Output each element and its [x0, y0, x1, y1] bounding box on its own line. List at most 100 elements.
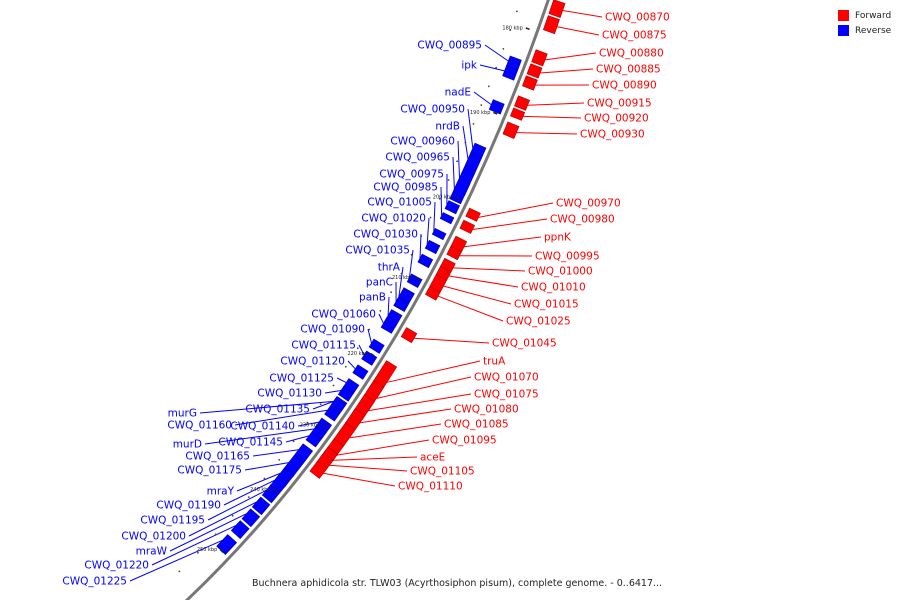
- gene-feature-cwq-00885[interactable]: [526, 63, 543, 79]
- gene-feature-cwq-00930[interactable]: [502, 121, 520, 139]
- gene-label-cwq-01190[interactable]: CWQ_01190: [156, 500, 221, 512]
- gene-label-cwq-01165[interactable]: CWQ_01165: [185, 451, 250, 463]
- gene-label-nade[interactable]: nadE: [445, 87, 471, 99]
- gene-feature-murg[interactable]: [331, 397, 346, 412]
- gene-feature-cwq-01045[interactable]: [400, 327, 418, 344]
- gene-label-cwq-00985[interactable]: CWQ_00985: [373, 182, 438, 194]
- gene-feature-panc[interactable]: [393, 297, 410, 312]
- gene-label-cwq-01030[interactable]: CWQ_01030: [353, 229, 418, 241]
- gene-label-cwq-01005[interactable]: CWQ_01005: [367, 197, 432, 209]
- gene-feature-cwq-00890[interactable]: [522, 75, 538, 91]
- gene-feature-cwq-00880[interactable]: [531, 49, 548, 67]
- gene-feature-cwq-01090[interactable]: [368, 338, 385, 354]
- gene-feature-cwq-00870[interactable]: [548, 0, 566, 18]
- gene-feature-cwq-01110[interactable]: [309, 460, 328, 479]
- gene-label-thra[interactable]: thrA: [378, 262, 401, 274]
- gene-feature-cwq-01145[interactable]: [305, 431, 322, 448]
- gene-label-cwq-01120[interactable]: CWQ_01120: [280, 356, 345, 368]
- gene-label-cwq-01110[interactable]: CWQ_01110: [398, 481, 463, 493]
- gene-label-acee[interactable]: aceE: [420, 452, 445, 464]
- gene-label-cwq-01130[interactable]: CWQ_01130: [257, 388, 322, 400]
- gene-label-cwq-01140[interactable]: CWQ_01140: [230, 421, 295, 433]
- gene-label-cwq-01105[interactable]: CWQ_01105: [410, 466, 475, 478]
- gene-label-cwq-01090[interactable]: CWQ_01090: [300, 324, 365, 336]
- gene-feature-mraw[interactable]: [241, 508, 261, 528]
- gene-label-cwq-00870[interactable]: CWQ_00870: [605, 12, 670, 24]
- gene-label-panc[interactable]: panC: [366, 277, 393, 289]
- gene-feature-cwq-01115[interactable]: [361, 350, 378, 366]
- gene-label-cwq-00890[interactable]: CWQ_00890: [592, 80, 657, 92]
- gene-label-ipk[interactable]: ipk: [461, 60, 478, 72]
- gene-label-cwq-01195[interactable]: CWQ_01195: [140, 515, 205, 527]
- gene-feature-cwq-01030[interactable]: [417, 253, 434, 269]
- gene-feature-cwq-00980[interactable]: [459, 219, 476, 234]
- gene-label-cwq-01220[interactable]: CWQ_01220: [84, 560, 149, 572]
- gene-feature-cwq-00985[interactable]: [439, 212, 455, 225]
- gene-label-cwq-00895[interactable]: CWQ_00895: [417, 40, 482, 52]
- gene-label-cwq-01095[interactable]: CWQ_01095: [432, 435, 497, 447]
- gene-label-cwq-00950[interactable]: CWQ_00950: [400, 104, 465, 116]
- gene-label-ppnk[interactable]: ppnK: [544, 232, 572, 244]
- gene-feature-cwq-01005[interactable]: [431, 227, 447, 241]
- gene-feature-cwq-01025[interactable]: [424, 285, 441, 301]
- gene-label-cwq-01020[interactable]: CWQ_01020: [361, 213, 426, 225]
- gene-label-trua[interactable]: truA: [483, 356, 506, 368]
- gene-label-cwq-01070[interactable]: CWQ_01070: [474, 372, 539, 384]
- gene-feature-cwq-01035[interactable]: [406, 273, 423, 289]
- gene-label-murd[interactable]: murD: [173, 439, 202, 451]
- gene-label-cwq-01135[interactable]: CWQ_01135: [245, 404, 310, 416]
- gene-label-cwq-01115[interactable]: CWQ_01115: [291, 340, 356, 352]
- gene-feature-nade[interactable]: [488, 99, 505, 115]
- gene-feature-cwq-01225[interactable]: [216, 534, 238, 556]
- gene-label-cwq-01035[interactable]: CWQ_01035: [345, 245, 410, 257]
- gene-feature-cwq-01220[interactable]: [230, 520, 250, 540]
- gene-label-mray[interactable]: mraY: [207, 486, 235, 498]
- gene-label-cwq-01060[interactable]: CWQ_01060: [311, 309, 376, 321]
- gene-label-cwq-01175[interactable]: CWQ_01175: [177, 465, 242, 477]
- gene-label-cwq-00980[interactable]: CWQ_00980: [550, 214, 615, 226]
- gene-label-cwq-01010[interactable]: CWQ_01010: [521, 282, 586, 294]
- gene-feature-cwq-01200[interactable]: [251, 496, 271, 516]
- gene-label-murg[interactable]: murG: [168, 408, 197, 420]
- gene-feature-cwq-00975[interactable]: [444, 200, 460, 215]
- gene-label-cwq-01000[interactable]: CWQ_01000: [528, 266, 593, 278]
- gene-feature-cwq-01020[interactable]: [424, 239, 441, 255]
- gene-feature-cwq-00915[interactable]: [514, 95, 530, 111]
- gene-label-cwq-00975[interactable]: CWQ_00975: [379, 169, 444, 181]
- gene-label-cwq-00960[interactable]: CWQ_00960: [390, 136, 455, 148]
- gene-feature-cwq-00995[interactable]: [446, 245, 463, 261]
- gene-feature-cwq-01130[interactable]: [337, 386, 355, 402]
- gene-label-cwq-00970[interactable]: CWQ_00970: [556, 198, 621, 210]
- gene-label-cwq-01085[interactable]: CWQ_01085: [444, 419, 509, 431]
- gene-label-cwq-01075[interactable]: CWQ_01075: [474, 389, 539, 401]
- gene-label-cwq-01015[interactable]: CWQ_01015: [514, 299, 579, 311]
- gene-label-cwq-00920[interactable]: CWQ_00920: [584, 113, 649, 125]
- gene-label-cwq-01145[interactable]: CWQ_01145: [218, 437, 283, 449]
- gene-label-cwq-00885[interactable]: CWQ_00885: [596, 64, 661, 76]
- gene-label-cwq-01225[interactable]: CWQ_01225: [62, 576, 127, 588]
- gene-label-mraw[interactable]: mraW: [136, 546, 168, 558]
- gene-feature-cwq-00965[interactable]: [449, 178, 471, 205]
- gene-label-cwq-00875[interactable]: CWQ_00875: [602, 30, 667, 42]
- gene-feature-cwq-01060[interactable]: [380, 318, 397, 334]
- gene-label-cwq-00995[interactable]: CWQ_00995: [535, 251, 600, 263]
- gene-label-panb[interactable]: panB: [359, 292, 386, 304]
- gene-label-cwq-00880[interactable]: CWQ_00880: [599, 48, 664, 60]
- gene-label-cwq-00915[interactable]: CWQ_00915: [587, 98, 652, 110]
- gene-label-cwq-01025[interactable]: CWQ_01025: [506, 316, 571, 328]
- gene-feature-cwq-00875[interactable]: [542, 15, 560, 35]
- gene-feature-ipk[interactable]: [502, 65, 519, 81]
- gene-label-cwq-01045[interactable]: CWQ_01045: [492, 338, 557, 350]
- gene-feature-cwq-01160[interactable]: [324, 405, 341, 422]
- gene-label-nrdb[interactable]: nrdB: [435, 121, 460, 133]
- gene-label-cwq-00930[interactable]: CWQ_00930: [580, 129, 645, 141]
- gene-label-cwq-00965[interactable]: CWQ_00965: [385, 152, 450, 164]
- gene-label-cwq-01160[interactable]: CWQ_01160: [167, 420, 232, 432]
- gene-label-cwq-01080[interactable]: CWQ_01080: [454, 404, 519, 416]
- gene-feature-cwq-01120[interactable]: [352, 364, 369, 380]
- gene-label-cwq-01125[interactable]: CWQ_01125: [269, 373, 334, 385]
- gene-label-cwq-01200[interactable]: CWQ_01200: [121, 531, 186, 543]
- gene-feature-cwq-01195[interactable]: [261, 484, 281, 504]
- gene-feature-cwq-00920[interactable]: [510, 107, 526, 121]
- gene-feature-cwq-00970[interactable]: [465, 207, 481, 222]
